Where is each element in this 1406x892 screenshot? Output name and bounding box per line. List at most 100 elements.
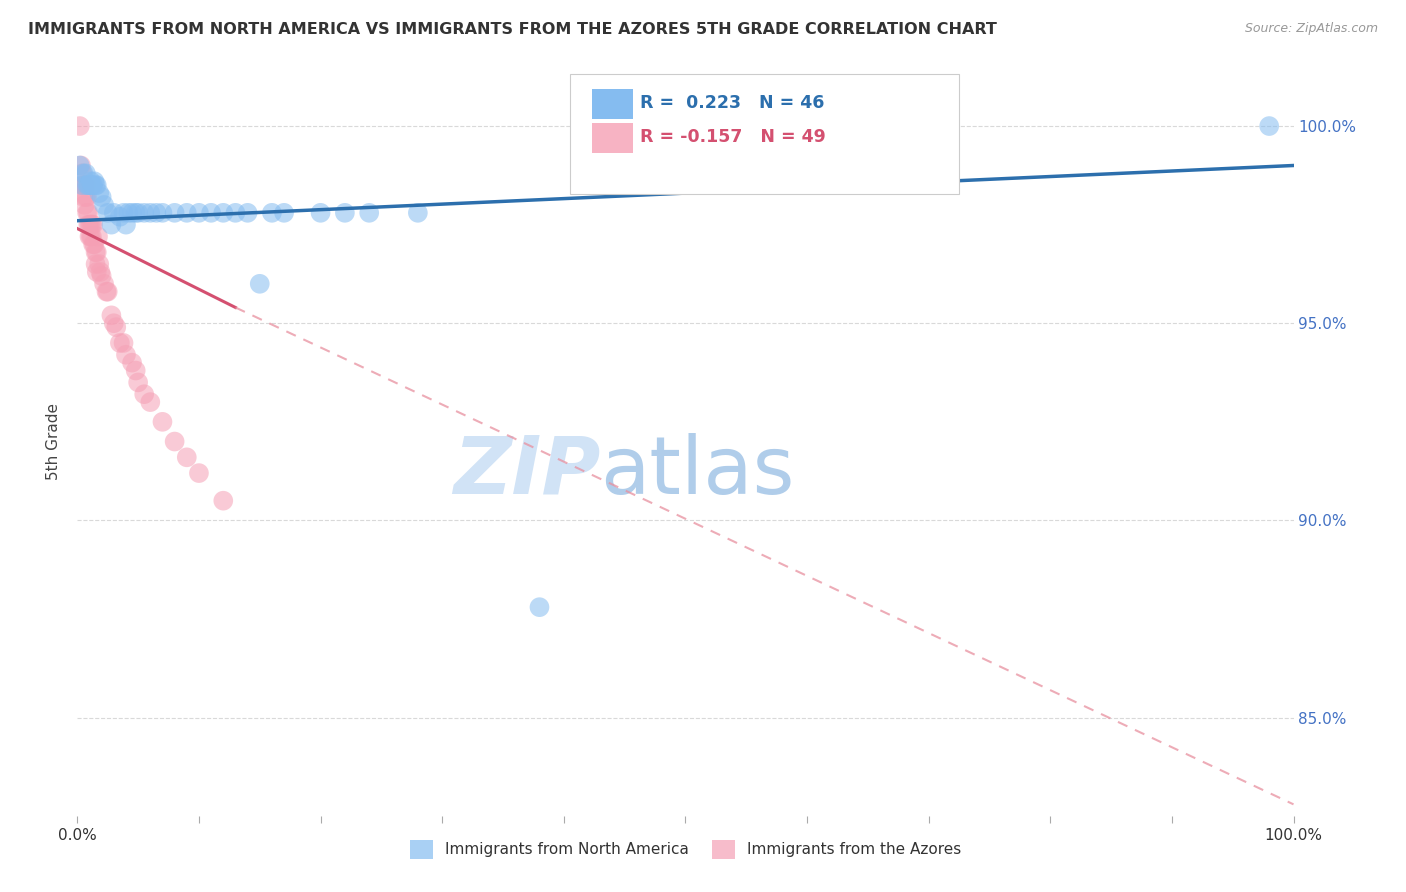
Point	[72, 178, 94, 193]
Point	[108, 210, 131, 224]
Point	[152, 206, 174, 220]
Point	[127, 376, 149, 390]
Point	[84, 178, 107, 193]
Point	[96, 285, 118, 299]
Point	[125, 363, 148, 377]
Point	[76, 190, 98, 204]
Point	[212, 493, 235, 508]
Text: atlas: atlas	[600, 433, 794, 510]
Point	[273, 206, 295, 220]
Point	[108, 335, 131, 350]
Y-axis label: 5th Grade: 5th Grade	[46, 403, 62, 480]
Point	[212, 206, 235, 220]
Point	[112, 206, 135, 220]
Point	[105, 320, 128, 334]
Point	[82, 218, 104, 232]
Point	[82, 178, 104, 193]
Point	[70, 159, 93, 173]
Point	[79, 229, 101, 244]
Point	[134, 206, 156, 220]
Point	[260, 206, 283, 220]
FancyBboxPatch shape	[592, 123, 633, 153]
Point	[75, 178, 97, 193]
Point	[117, 206, 139, 220]
Point	[69, 119, 91, 133]
Text: ZIP: ZIP	[453, 433, 600, 510]
Point	[76, 178, 98, 193]
Point	[69, 159, 91, 173]
Text: R =  0.223   N = 46: R = 0.223 N = 46	[640, 94, 825, 112]
Point	[80, 229, 103, 244]
Point	[200, 206, 222, 220]
Point	[82, 237, 104, 252]
Point	[188, 206, 211, 220]
Point	[176, 206, 198, 220]
Text: IMMIGRANTS FROM NORTH AMERICA VS IMMIGRANTS FROM THE AZORES 5TH GRADE CORRELATIO: IMMIGRANTS FROM NORTH AMERICA VS IMMIGRA…	[28, 22, 997, 37]
Point	[115, 218, 138, 232]
Point	[115, 348, 138, 362]
Legend: Immigrants from North America, Immigrants from the Azores: Immigrants from North America, Immigrant…	[404, 834, 967, 864]
Point	[72, 190, 94, 204]
Point	[100, 309, 122, 323]
Point	[86, 178, 108, 193]
Point	[86, 245, 108, 260]
Point	[77, 218, 100, 232]
Point	[80, 174, 103, 188]
Point	[79, 178, 101, 193]
Point	[75, 190, 97, 204]
Point	[80, 178, 103, 193]
Point	[89, 265, 111, 279]
Point	[83, 174, 105, 188]
Point	[333, 206, 356, 220]
Point	[93, 277, 115, 291]
Point	[70, 166, 93, 180]
Point	[359, 206, 381, 220]
Point	[73, 198, 96, 212]
Point	[80, 229, 103, 244]
Point	[89, 186, 111, 200]
Point	[80, 218, 103, 232]
Point	[152, 415, 174, 429]
Point	[86, 265, 108, 279]
Point	[84, 257, 107, 271]
Point	[76, 206, 98, 220]
Point	[77, 206, 100, 220]
FancyBboxPatch shape	[569, 74, 959, 194]
FancyBboxPatch shape	[592, 89, 633, 120]
Point	[90, 268, 112, 283]
Text: Source: ZipAtlas.com: Source: ZipAtlas.com	[1244, 22, 1378, 36]
Point	[145, 206, 167, 220]
Point	[83, 237, 105, 252]
Point	[103, 316, 125, 330]
Point	[100, 218, 122, 232]
Point	[176, 450, 198, 465]
Point	[139, 206, 162, 220]
Point	[97, 285, 120, 299]
Point	[236, 206, 259, 220]
Point	[1258, 119, 1281, 133]
Point	[97, 206, 120, 220]
Point	[90, 190, 112, 204]
Point	[224, 206, 246, 220]
Point	[93, 198, 115, 212]
Point	[89, 257, 111, 271]
Point	[70, 178, 93, 193]
Point	[84, 245, 107, 260]
Point	[406, 206, 429, 220]
Point	[75, 166, 97, 180]
Point	[103, 206, 125, 220]
Point	[134, 387, 156, 401]
Point	[80, 218, 103, 232]
Text: R = -0.157   N = 49: R = -0.157 N = 49	[640, 128, 827, 145]
Point	[77, 178, 100, 193]
Point	[139, 395, 162, 409]
Point	[121, 206, 143, 220]
Point	[188, 466, 211, 480]
Point	[73, 178, 96, 193]
Point	[163, 434, 186, 449]
Point	[112, 335, 135, 350]
Point	[121, 356, 143, 370]
Point	[309, 206, 332, 220]
Point	[87, 229, 110, 244]
Point	[529, 600, 551, 615]
